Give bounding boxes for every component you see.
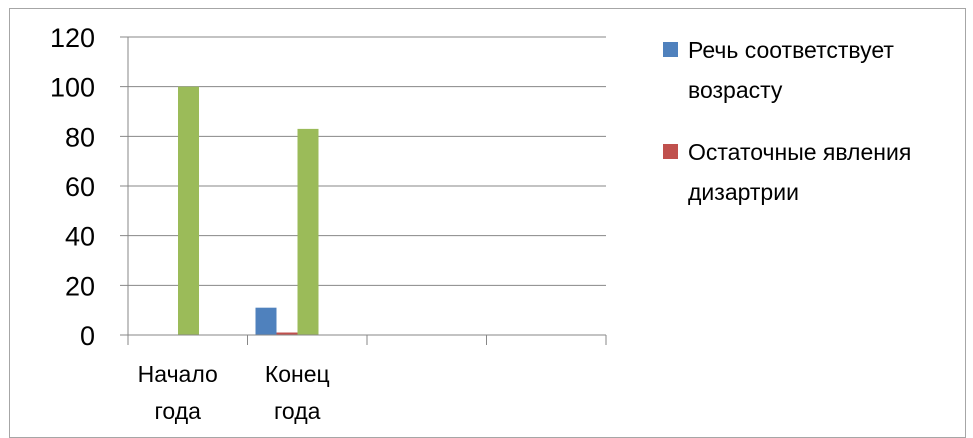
y-tick-label: 100 xyxy=(50,73,95,103)
legend: Речь соответствует возрасту Остаточные я… xyxy=(660,30,960,234)
legend-item-speech-age: Речь соответствует возрасту xyxy=(660,30,960,110)
y-tick-label: 60 xyxy=(65,172,95,202)
y-tick-label: 20 xyxy=(65,271,95,301)
legend-label-line1: Остаточные явления xyxy=(688,139,912,165)
legend-label-line2: возрасту xyxy=(688,77,783,103)
x-category-label: года xyxy=(274,398,321,424)
y-tick-label: 0 xyxy=(80,321,95,351)
chart-frame xyxy=(9,8,966,438)
legend-swatch-red xyxy=(663,144,678,159)
bar xyxy=(276,332,298,335)
bar xyxy=(255,307,277,335)
x-category-label: Начало xyxy=(138,361,218,387)
legend-item-dysarthria: Остаточные явления дизартрии xyxy=(660,132,960,212)
y-tick-label: 80 xyxy=(65,122,95,152)
x-category-label: года xyxy=(155,398,202,424)
y-tick-label: 40 xyxy=(65,222,95,252)
x-axis: Начало года Конец года xyxy=(127,37,607,424)
y-axis-ticks: 0 20 40 60 80 100 120 xyxy=(50,23,95,351)
bars xyxy=(178,86,319,336)
x-category-label: Конец xyxy=(265,361,330,387)
y-tick-label: 120 xyxy=(50,23,95,53)
legend-swatch-blue xyxy=(663,42,678,57)
legend-label-line1: Речь соответствует xyxy=(688,37,894,63)
legend-label-line2: дизартрии xyxy=(688,179,799,205)
bar xyxy=(178,86,199,336)
bar xyxy=(297,128,319,335)
